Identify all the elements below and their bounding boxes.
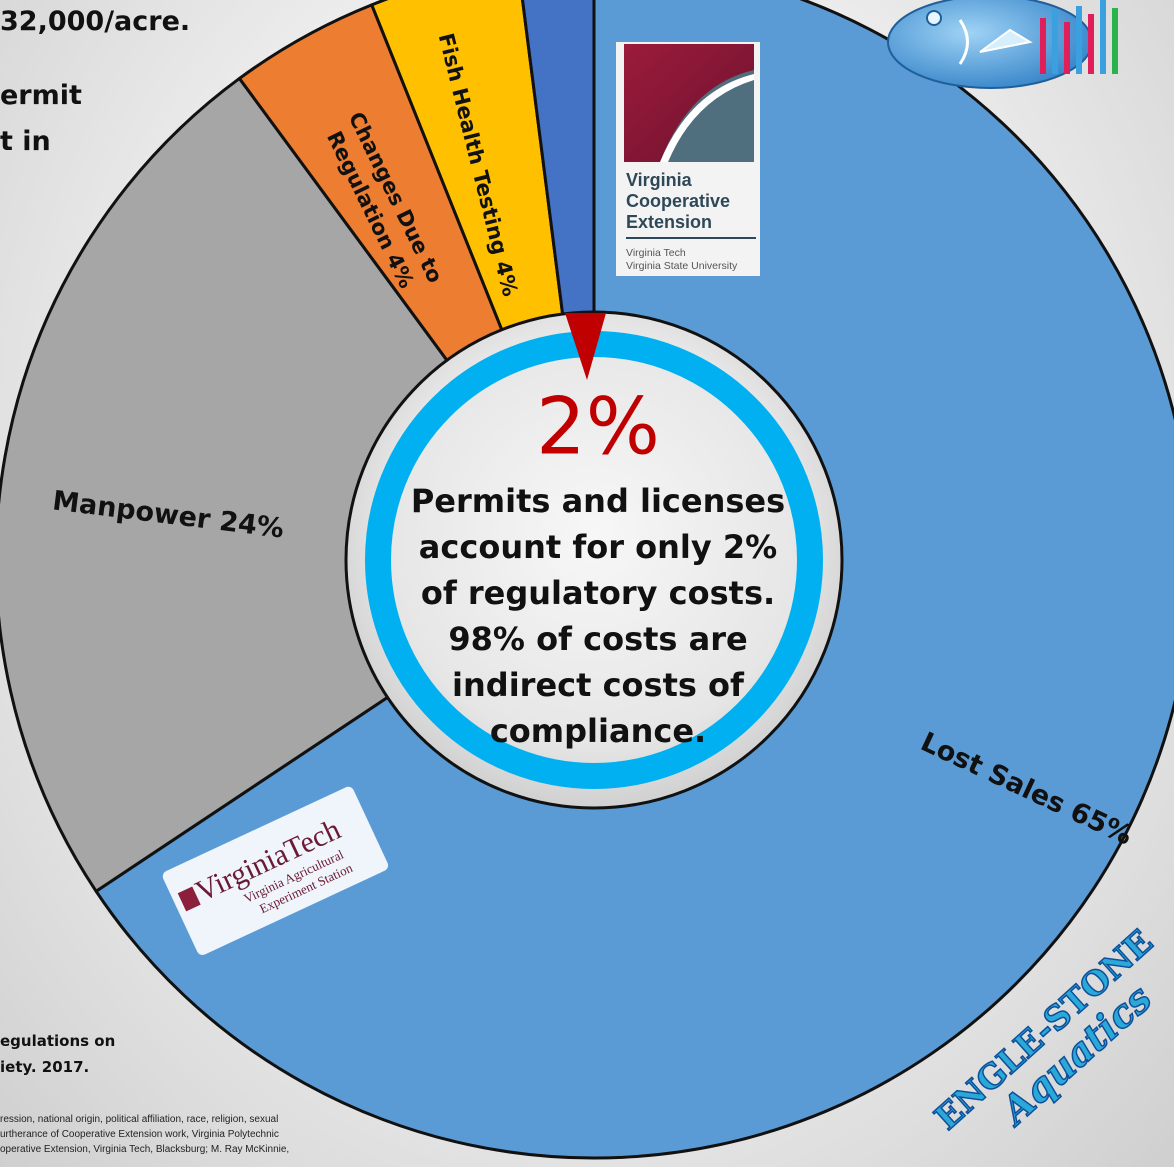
center-disc: 2% Permits and licenses account for only 2… <box>344 310 844 810</box>
slice-manpower-24 <box>0 76 596 893</box>
fine-print-line2: urtherance of Cooperative Extension work… <box>0 1129 279 1140</box>
citation-line2: iety. 2017. <box>0 1058 90 1076</box>
center-percent: 2% <box>536 382 660 472</box>
center-message-line: account for only 2% <box>419 528 777 566</box>
svg-text:Virginia Tech: Virginia Tech <box>626 247 686 259</box>
center-message-line: of regulatory costs. <box>421 574 775 612</box>
center-message-line: 98% of costs are <box>448 620 747 658</box>
top-text-line3: t in <box>0 126 51 157</box>
pointer-marker <box>565 313 606 380</box>
svg-text:Cooperative: Cooperative <box>626 191 730 211</box>
top-text-line1: 32,000/acre. <box>0 6 191 37</box>
center-disc-bg <box>344 310 844 810</box>
fine-print-line3: operative Extension, Virginia Tech, Blac… <box>0 1144 290 1155</box>
center-message-line: Permits and licenses <box>411 482 785 520</box>
fish-logo-icon <box>887 0 1118 89</box>
center-message-line: indirect costs of <box>452 666 745 704</box>
fine-print-line1: ression, national origin, political affi… <box>0 1114 279 1125</box>
citation-line1: egulations on <box>0 1032 116 1050</box>
top-text-line2: ermit <box>0 80 82 111</box>
svg-text:Virginia: Virginia <box>626 170 693 190</box>
svg-text:Extension: Extension <box>626 212 712 232</box>
svg-text:Virginia State University: Virginia State University <box>626 260 738 272</box>
center-message-line: compliance. <box>490 712 706 750</box>
